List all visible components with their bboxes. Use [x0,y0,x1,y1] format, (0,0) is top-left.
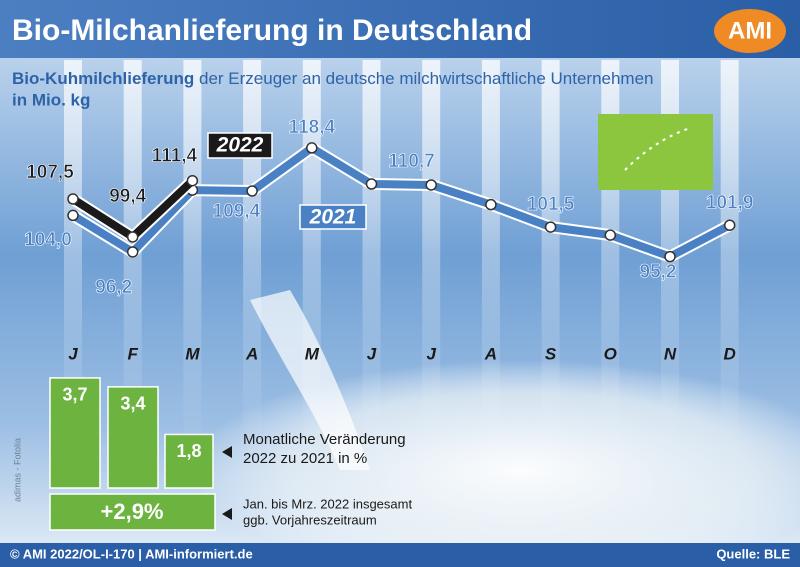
milk-stream [250,290,370,470]
x-tick-label: J [426,344,436,363]
legend-text: Jan. bis Mrz. 2022 insgesamt [243,496,412,511]
bar [107,386,159,489]
total-box [49,493,216,531]
bar-label: 3,7 [62,385,87,405]
stripe [720,60,739,460]
value-label: 107,5 [26,162,74,183]
value-label: 99,4 [109,186,146,207]
plot: J F M A M J J A S O N D 104,0 96,2 109,4 118,4 110,7 101,… [24,117,754,364]
point [485,198,497,211]
x-tick-label: D [724,344,736,363]
subtitle: Bio-Kuhmilchlieferung der Erzeuger an de… [12,69,654,88]
value-label: 96,2 [95,277,132,298]
point [67,209,79,222]
value-label: 101,5 [527,194,575,215]
value-label: 104,0 [24,229,72,250]
title: Bio-Milchanlieferung in Deutschland [12,14,532,47]
bar-label: 3,4 [120,394,145,414]
value-label: 110,7 [388,151,435,172]
point [246,185,258,197]
x-tick-label: J [68,344,78,363]
legend-marker [222,508,232,520]
unit: in Mio. kg [12,90,90,109]
series-line [70,143,732,261]
series-tag-box [207,132,273,159]
point [186,174,199,187]
point [67,193,79,205]
point [365,178,378,190]
value-label: 101,9 [706,192,754,213]
point [664,250,676,263]
value-label: 111,4 [152,146,198,167]
stripe [422,60,441,460]
stripe [481,60,500,460]
subtitle-rest: der Erzeuger an deutsche milchwirtschaft… [194,69,653,88]
point [723,219,736,231]
x-tick-label: A [245,344,258,363]
bar [49,377,101,489]
x-tick-label: M [305,344,320,363]
series-tag-box [299,204,367,230]
point [306,142,318,154]
x-tick-label: S [545,344,557,363]
point [425,179,437,191]
legend-text: ggb. Vorjahreszeitraum [243,512,377,527]
bar [164,433,214,489]
legend-text: 2022 zu 2021 in % [243,450,367,467]
value-label: 118,4 [289,117,336,138]
logo-badge [714,9,786,53]
stripe [541,60,560,460]
stripe [123,60,142,460]
value-label: 109,4 [213,201,261,222]
organic-leaf [624,127,691,171]
header-bar [0,0,800,58]
stripe [362,60,381,460]
logo: AMI [728,17,772,44]
x-tick-label: J [367,344,377,363]
footer-right: Quelle: BLE [716,546,790,561]
photo-credit: adimas - Fotolia [12,438,22,502]
point [604,229,617,241]
point [126,231,139,243]
organic-logo [598,114,713,190]
x-tick-label: F [128,344,139,363]
x-tick-label: N [664,344,677,363]
subtitle-bold: Bio-Kuhmilchlieferung [12,69,194,88]
series-tag: 2022 [216,134,264,157]
stripe [183,60,202,460]
series-tag: 2021 [309,206,357,229]
point [544,221,557,233]
stripe [243,60,262,460]
stripe [64,60,82,460]
value-label: 95,2 [640,262,677,283]
bar-chart: 3,7 3,4 1,8 +2,9% Monatliche Veränderung 2022… [49,377,412,531]
total-label: +2,9% [101,499,164,524]
footer-left: © AMI 2022/OL-I-170 | AMI-informiert.de [10,546,253,561]
x-tick-label: M [185,344,200,363]
legend-marker [222,446,232,458]
x-tick-label: A [484,344,497,363]
footer-bar [0,543,800,567]
organic-logo-box [598,114,713,190]
bar-label: 1,8 [176,441,201,461]
legend-text: Monatliche Veränderung [243,431,406,448]
point [126,246,139,258]
x-tick-label: O [604,344,617,363]
